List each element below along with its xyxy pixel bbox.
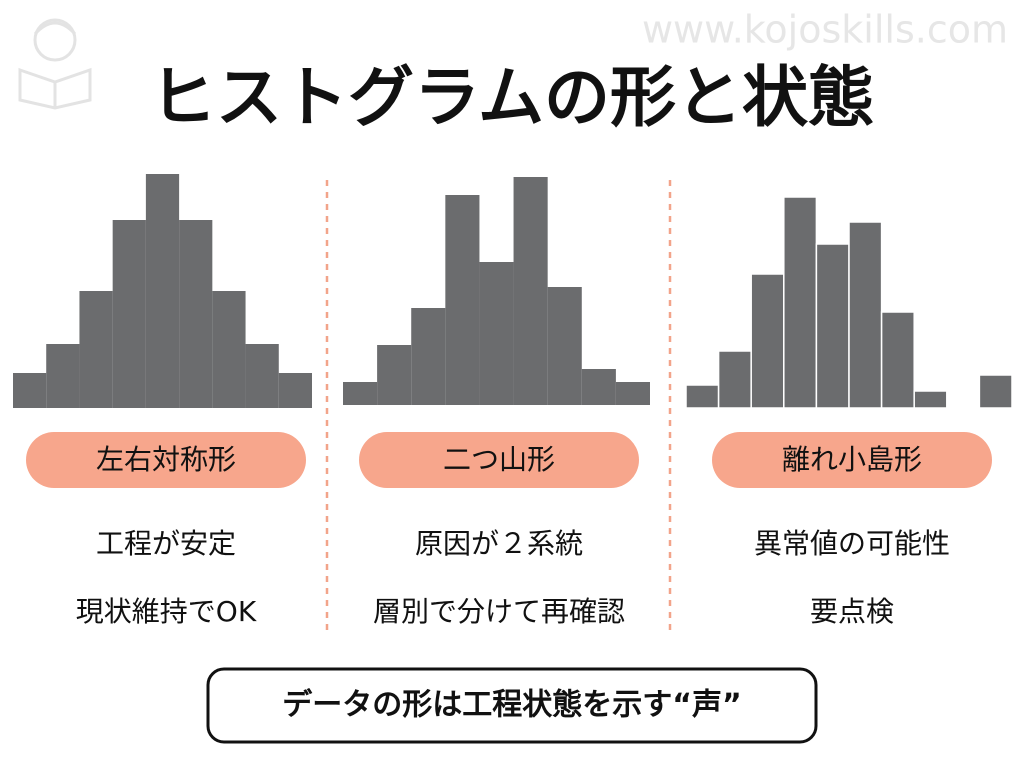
note: 原因が２系統 [415,527,583,560]
reader-icon [18,18,92,110]
footer-box [206,667,818,744]
shape-label-pill [26,432,306,488]
histogram-bar [848,221,883,409]
histogram-bar [547,287,582,405]
histogram-bar [377,345,412,405]
histogram-bar [46,344,80,408]
shape-label: 二つ山形 [443,443,555,476]
histogram-bar [145,174,180,408]
histogram-bar [79,291,113,408]
histogram-bar [179,220,213,408]
note: 異常値の可能性 [754,527,950,560]
histogram-bar [913,390,948,409]
note: 要点検 [810,595,894,628]
histogram-bar [513,177,548,405]
shape-label-pill [712,432,992,488]
title: ヒストグラムの形と状態 [150,59,874,136]
histogram-bar [978,374,1013,409]
histogram-bar [212,291,246,408]
histogram-bar [411,308,446,405]
histogram-bar [245,344,279,408]
histogram-bar [112,220,146,408]
shape-label: 左右対称形 [96,443,236,476]
footer-text: データの形は工程状態を示す“声” [282,688,741,723]
histogram-bar [278,373,312,408]
histogram-bar [445,195,480,405]
histogram-bar [750,273,785,409]
note: 現状維持でOK [76,595,257,628]
histogram-bar [479,262,514,405]
watermark: www.kojoskills.com [642,8,1008,52]
histogram-bar [717,350,752,409]
histogram-bar [343,382,378,405]
histogram-bar [880,311,915,409]
note: 工程が安定 [96,527,236,560]
histogram-bar [815,243,850,409]
note: 層別で分けて再確認 [373,595,625,628]
shape-label-pill [359,432,639,488]
histogram-bar [581,369,616,405]
histogram-bar [615,382,650,405]
histogram-bar [783,196,818,409]
histogram-bar [13,373,47,408]
shape-label: 離れ小島形 [782,443,922,476]
histogram-bar [685,384,720,409]
